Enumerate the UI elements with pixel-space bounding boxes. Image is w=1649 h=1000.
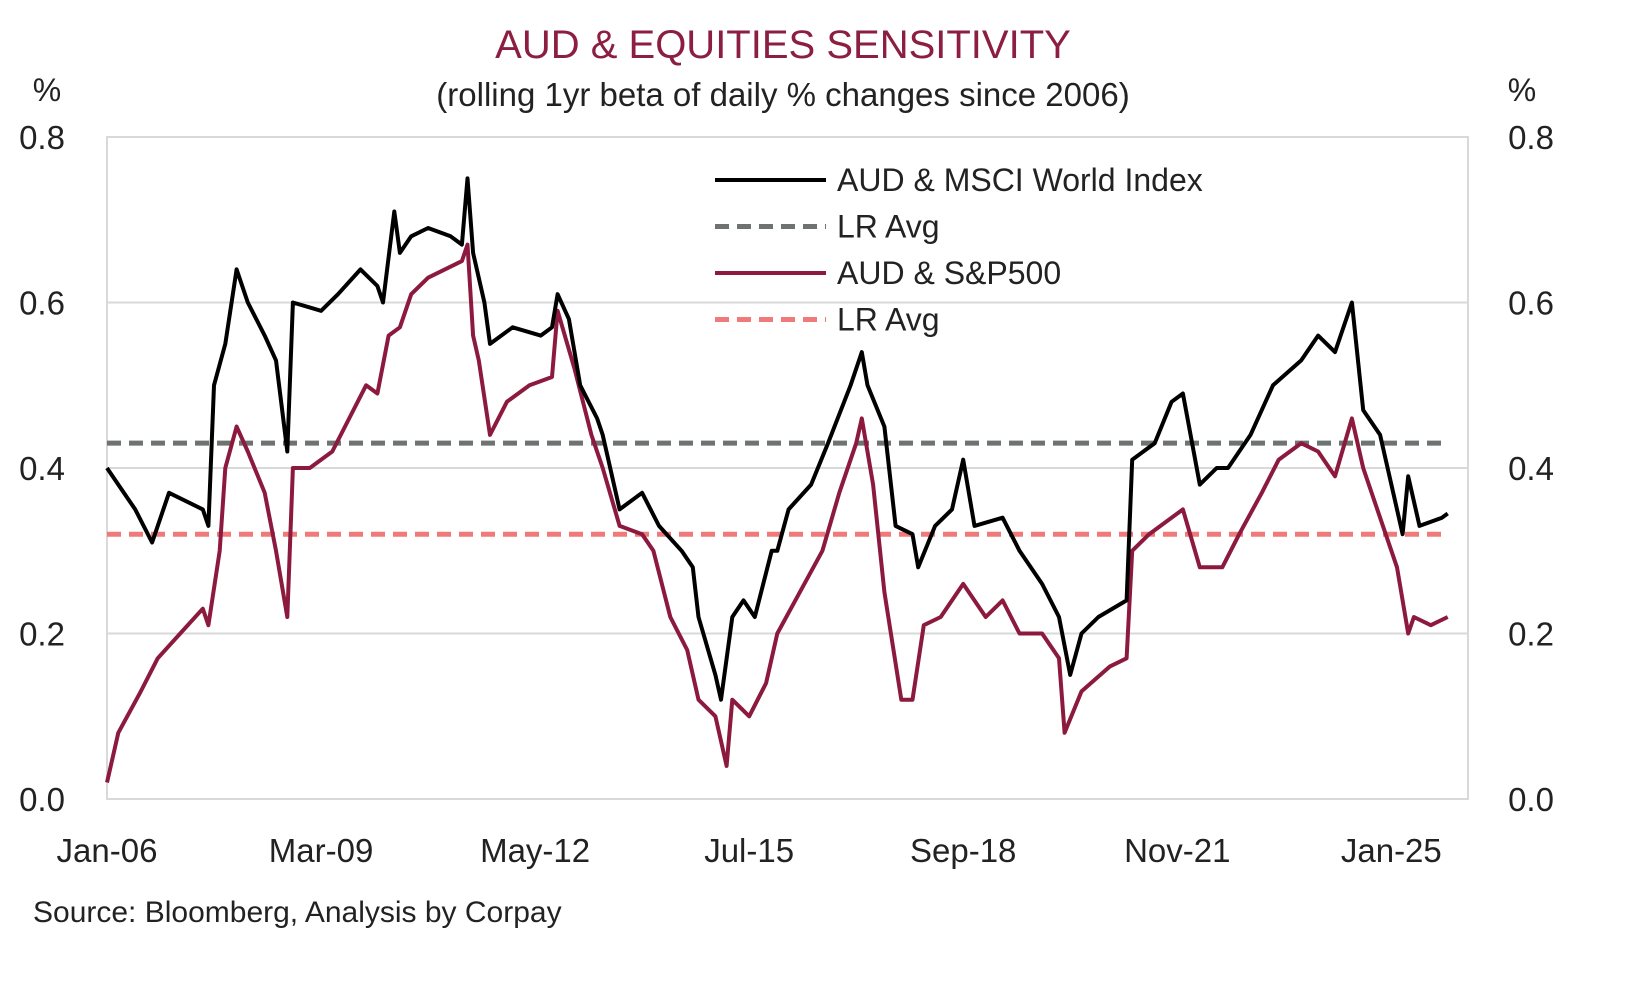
- legend-item: AUD & S&P500: [715, 255, 1061, 291]
- x-tick-label: Sep-18: [910, 832, 1016, 869]
- legend-item: AUD & MSCI World Index: [715, 162, 1203, 198]
- y-tick-label: 0.8: [19, 119, 65, 156]
- y-tick-label-right: 0.2: [1508, 616, 1554, 653]
- legend-item: LR Avg: [715, 302, 940, 338]
- x-tick-label: May-12: [480, 832, 590, 869]
- x-tick-label: Jan-25: [1341, 832, 1442, 869]
- y-tick-label: 0.4: [19, 450, 65, 487]
- x-tick-label: Nov-21: [1124, 832, 1230, 869]
- y-tick-labels-right: 0.0 0.2 0.4 0.6 0.8: [1508, 119, 1554, 818]
- series-line-msci: [105, 176, 1449, 702]
- y-tick-label: 0.0: [19, 781, 65, 818]
- y-axis-label-right: %: [1508, 72, 1536, 108]
- x-tick-label: Jul-15: [704, 832, 794, 869]
- series-lines: [105, 176, 1449, 783]
- legend-label: LR Avg: [837, 302, 940, 338]
- legend-label: AUD & MSCI World Index: [837, 162, 1203, 198]
- y-tick-labels-left: 0.0 0.2 0.4 0.6 0.8: [19, 119, 65, 818]
- x-tick-label: Jan-06: [57, 832, 158, 869]
- gridlines: [107, 136, 1468, 635]
- y-tick-label-right: 0.6: [1508, 285, 1554, 322]
- chart-title: AUD & EQUITIES SENSITIVITY: [495, 23, 1071, 67]
- x-tick-labels: Jan-06 Mar-09 May-12 Jul-15 Sep-18 Nov-21 Jan-…: [57, 832, 1442, 869]
- y-tick-label-right: 0.0: [1508, 781, 1554, 818]
- legend-item: LR Avg: [715, 209, 940, 245]
- x-tick-label: Mar-09: [269, 832, 374, 869]
- y-tick-label: 0.2: [19, 616, 65, 653]
- y-tick-label-right: 0.8: [1508, 119, 1554, 156]
- chart-subtitle: (rolling 1yr beta of daily % changes sin…: [436, 76, 1129, 113]
- series-line-sp500: [105, 242, 1449, 783]
- y-tick-label: 0.6: [19, 285, 65, 322]
- legend-label: AUD & S&P500: [837, 255, 1061, 291]
- legend: AUD & MSCI World Index LR Avg AUD & S&P500…: [715, 162, 1203, 338]
- y-axis-label-left: %: [33, 72, 61, 108]
- source-note: Source: Bloomberg, Analysis by Corpay: [33, 896, 562, 929]
- y-tick-label-right: 0.4: [1508, 450, 1554, 487]
- legend-label: LR Avg: [837, 209, 940, 245]
